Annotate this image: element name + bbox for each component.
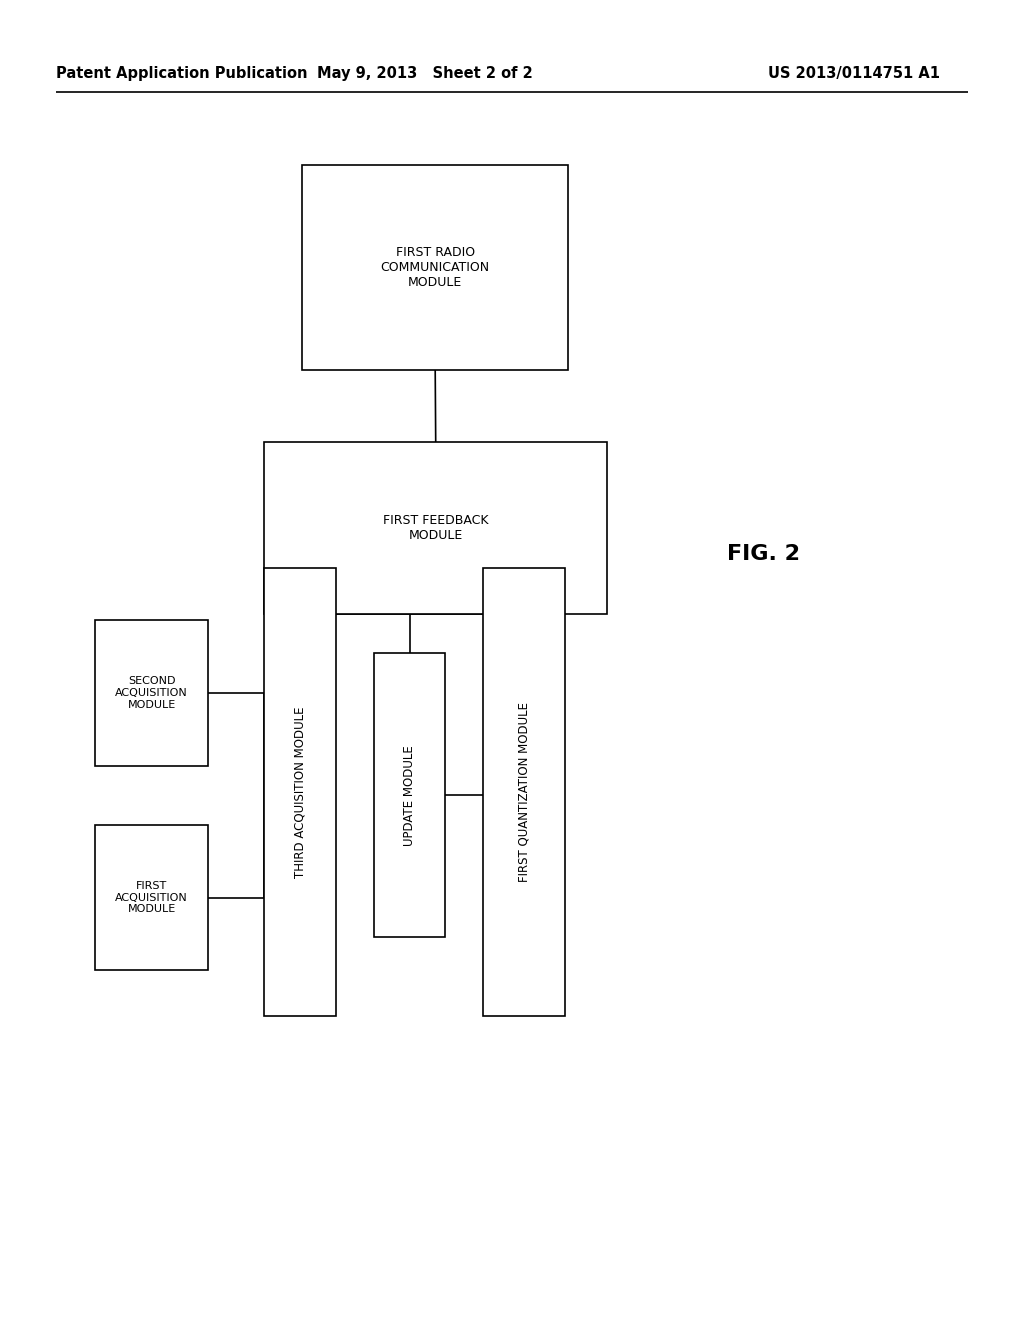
Bar: [95, 825, 208, 970]
Text: FIRST QUANTIZATION MODULE: FIRST QUANTIZATION MODULE: [518, 702, 530, 882]
Text: FIG. 2: FIG. 2: [727, 544, 800, 565]
Text: THIRD ACQUISITION MODULE: THIRD ACQUISITION MODULE: [294, 706, 306, 878]
Text: Patent Application Publication: Patent Application Publication: [56, 66, 308, 82]
Text: UPDATE MODULE: UPDATE MODULE: [403, 744, 416, 846]
Text: FIRST
ACQUISITION
MODULE: FIRST ACQUISITION MODULE: [115, 880, 188, 915]
Bar: [374, 653, 445, 937]
Text: FIRST FEEDBACK
MODULE: FIRST FEEDBACK MODULE: [383, 513, 488, 543]
Bar: [264, 442, 607, 614]
Bar: [302, 165, 568, 370]
Text: May 9, 2013   Sheet 2 of 2: May 9, 2013 Sheet 2 of 2: [317, 66, 532, 82]
Text: SECOND
ACQUISITION
MODULE: SECOND ACQUISITION MODULE: [115, 676, 188, 710]
Text: US 2013/0114751 A1: US 2013/0114751 A1: [768, 66, 940, 82]
Text: FIRST RADIO
COMMUNICATION
MODULE: FIRST RADIO COMMUNICATION MODULE: [381, 246, 489, 289]
Bar: [483, 568, 565, 1016]
Bar: [95, 620, 208, 766]
Bar: [264, 568, 336, 1016]
